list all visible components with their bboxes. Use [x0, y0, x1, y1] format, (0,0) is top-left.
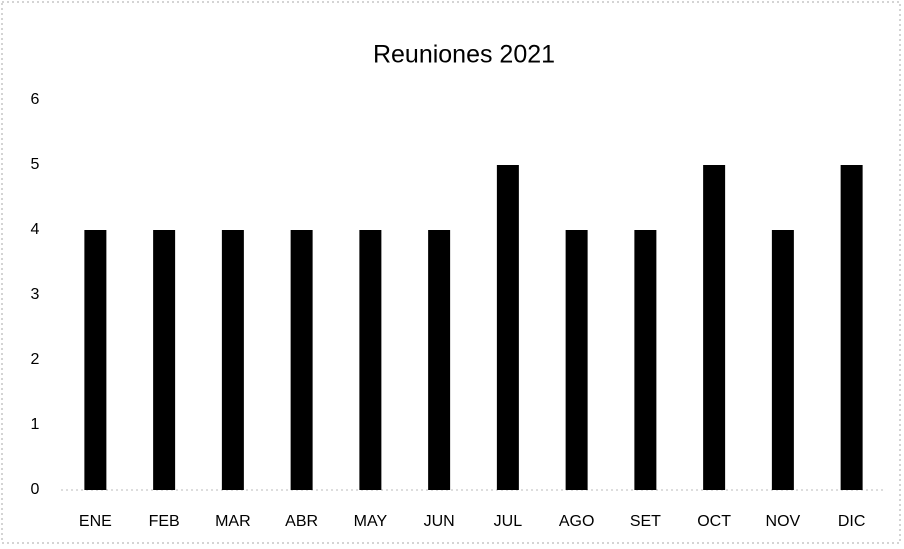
y-tick-label: 3: [31, 286, 40, 303]
x-tick-label: OCT: [697, 513, 731, 530]
bar: [496, 165, 519, 490]
x-tick-label: ABR: [285, 513, 318, 530]
x-tick-label: MAR: [215, 513, 251, 530]
x-tick-label: ENE: [79, 513, 112, 530]
x-tick-label: JUL: [494, 513, 523, 530]
bar: [840, 165, 863, 490]
bar: [634, 230, 657, 490]
bar: [703, 165, 726, 490]
x-tick-label: AGO: [559, 513, 595, 530]
bar: [428, 230, 451, 490]
x-tick-label: NOV: [766, 513, 801, 530]
chart-title: Reuniones 2021: [373, 41, 555, 69]
x-tick-label: FEB: [149, 513, 180, 530]
y-tick-label: 4: [31, 221, 40, 238]
y-tick-label: 2: [31, 351, 40, 368]
bar: [153, 230, 176, 490]
y-tick-label: 0: [31, 481, 40, 498]
y-tick-label: 1: [31, 416, 40, 433]
bar: [221, 230, 244, 490]
bar: [84, 230, 107, 490]
bar: [359, 230, 382, 490]
bar: [771, 230, 794, 490]
y-tick-label: 6: [31, 91, 40, 108]
y-tick-label: 5: [31, 156, 40, 173]
x-tick-label: SET: [630, 513, 661, 530]
x-tick-label: DIC: [838, 513, 866, 530]
x-tick-label: MAY: [354, 513, 388, 530]
bar: [565, 230, 588, 490]
x-tick-label: JUN: [424, 513, 455, 530]
bar: [290, 230, 313, 490]
